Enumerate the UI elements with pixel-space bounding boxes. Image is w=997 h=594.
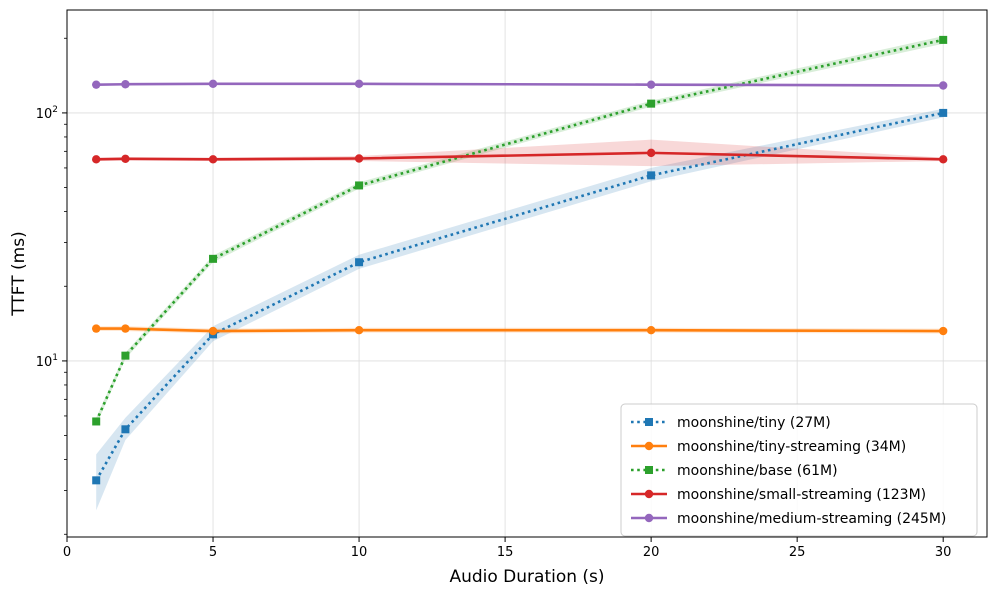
point-moonshine-base-61m — [647, 99, 656, 108]
point-moonshine-medium-streaming-245m — [938, 81, 948, 90]
point-moonshine-base-61m — [939, 35, 948, 44]
legend-marker-moonshine-tiny-27m — [645, 418, 653, 426]
x-axis-label: Audio Duration (s) — [449, 567, 604, 587]
x-tick-label: 10 — [351, 545, 368, 560]
legend-marker-moonshine-base-61m — [645, 466, 653, 474]
point-moonshine-tiny-streaming-34m — [208, 326, 218, 336]
point-moonshine-tiny-27m — [355, 258, 364, 267]
point-moonshine-medium-streaming-245m — [121, 80, 130, 89]
point-moonshine-tiny-streaming-34m — [938, 326, 948, 336]
legend-label-moonshine-base-61m: moonshine/base (61M) — [677, 463, 838, 479]
legend-marker-moonshine-medium-streaming-245m — [644, 513, 654, 523]
legend-label-moonshine-tiny-streaming-34m: moonshine/tiny-streaming (34M) — [677, 439, 906, 455]
point-moonshine-tiny-27m — [647, 171, 656, 180]
legend-label-moonshine-medium-streaming-245m: moonshine/medium-streaming (245M) — [677, 511, 946, 527]
point-moonshine-small-streaming-123m — [646, 148, 656, 158]
point-moonshine-small-streaming-123m — [208, 155, 218, 164]
point-moonshine-tiny-27m — [121, 425, 130, 434]
y-tick-label: 102 — [36, 105, 58, 122]
point-moonshine-medium-streaming-245m — [354, 79, 364, 89]
point-moonshine-tiny-streaming-34m — [354, 326, 364, 335]
point-moonshine-small-streaming-123m — [354, 154, 364, 163]
series-markers — [92, 35, 948, 485]
line-moonshine-small-streaming-123m — [96, 151, 944, 161]
x-tick-label: 20 — [643, 545, 660, 560]
legend-label-moonshine-small-streaming-123m: moonshine/small-streaming (123M) — [677, 487, 926, 503]
x-tick-label: 0 — [63, 545, 71, 560]
legend-marker-moonshine-small-streaming-123m — [644, 489, 654, 499]
x-tick-label: 5 — [209, 545, 217, 560]
grid-lines — [66, 10, 987, 537]
band-moonshine-tiny-27m — [96, 108, 944, 511]
legend-marker-moonshine-tiny-streaming-34m — [644, 441, 654, 451]
x-tick-label: 25 — [789, 545, 806, 560]
point-moonshine-base-61m — [121, 351, 130, 360]
point-moonshine-small-streaming-123m — [92, 155, 101, 164]
point-moonshine-medium-streaming-245m — [92, 80, 101, 89]
legend-box — [620, 403, 978, 537]
point-moonshine-medium-streaming-245m — [208, 79, 218, 89]
y-tick-label: 101 — [36, 353, 58, 370]
point-moonshine-tiny-streaming-34m — [121, 324, 130, 333]
x-axis-ticks: 0 5 10 15 20 25 30 — [63, 537, 952, 560]
point-moonshine-base-61m — [92, 417, 101, 426]
line-moonshine-medium-streaming-245m — [96, 82, 944, 87]
line-moonshine-base-61m — [95, 38, 944, 422]
point-moonshine-base-61m — [355, 181, 364, 190]
legend-label-moonshine-tiny-27m: moonshine/tiny (27M) — [677, 415, 831, 431]
band-moonshine-base-61m — [96, 36, 944, 426]
x-tick-label: 30 — [935, 545, 952, 560]
point-moonshine-tiny-streaming-34m — [92, 324, 101, 333]
point-moonshine-small-streaming-123m — [121, 154, 130, 164]
point-moonshine-tiny-27m — [92, 476, 101, 485]
point-moonshine-tiny-streaming-34m — [646, 326, 656, 335]
point-moonshine-medium-streaming-245m — [646, 80, 656, 89]
point-moonshine-small-streaming-123m — [938, 155, 948, 164]
series-lines — [95, 38, 944, 481]
point-moonshine-tiny-27m — [939, 108, 948, 117]
plot-area-frame — [66, 9, 988, 538]
y-axis-ticks: 101 102 — [36, 37, 67, 535]
legend: moonshine/tiny (27M) moonshine/tiny-strea… — [620, 403, 978, 537]
y-axis-label: TTFT (ms) — [9, 231, 29, 316]
point-moonshine-base-61m — [209, 254, 218, 263]
x-tick-label: 15 — [497, 545, 514, 560]
line-moonshine-tiny-streaming-34m — [96, 327, 944, 333]
